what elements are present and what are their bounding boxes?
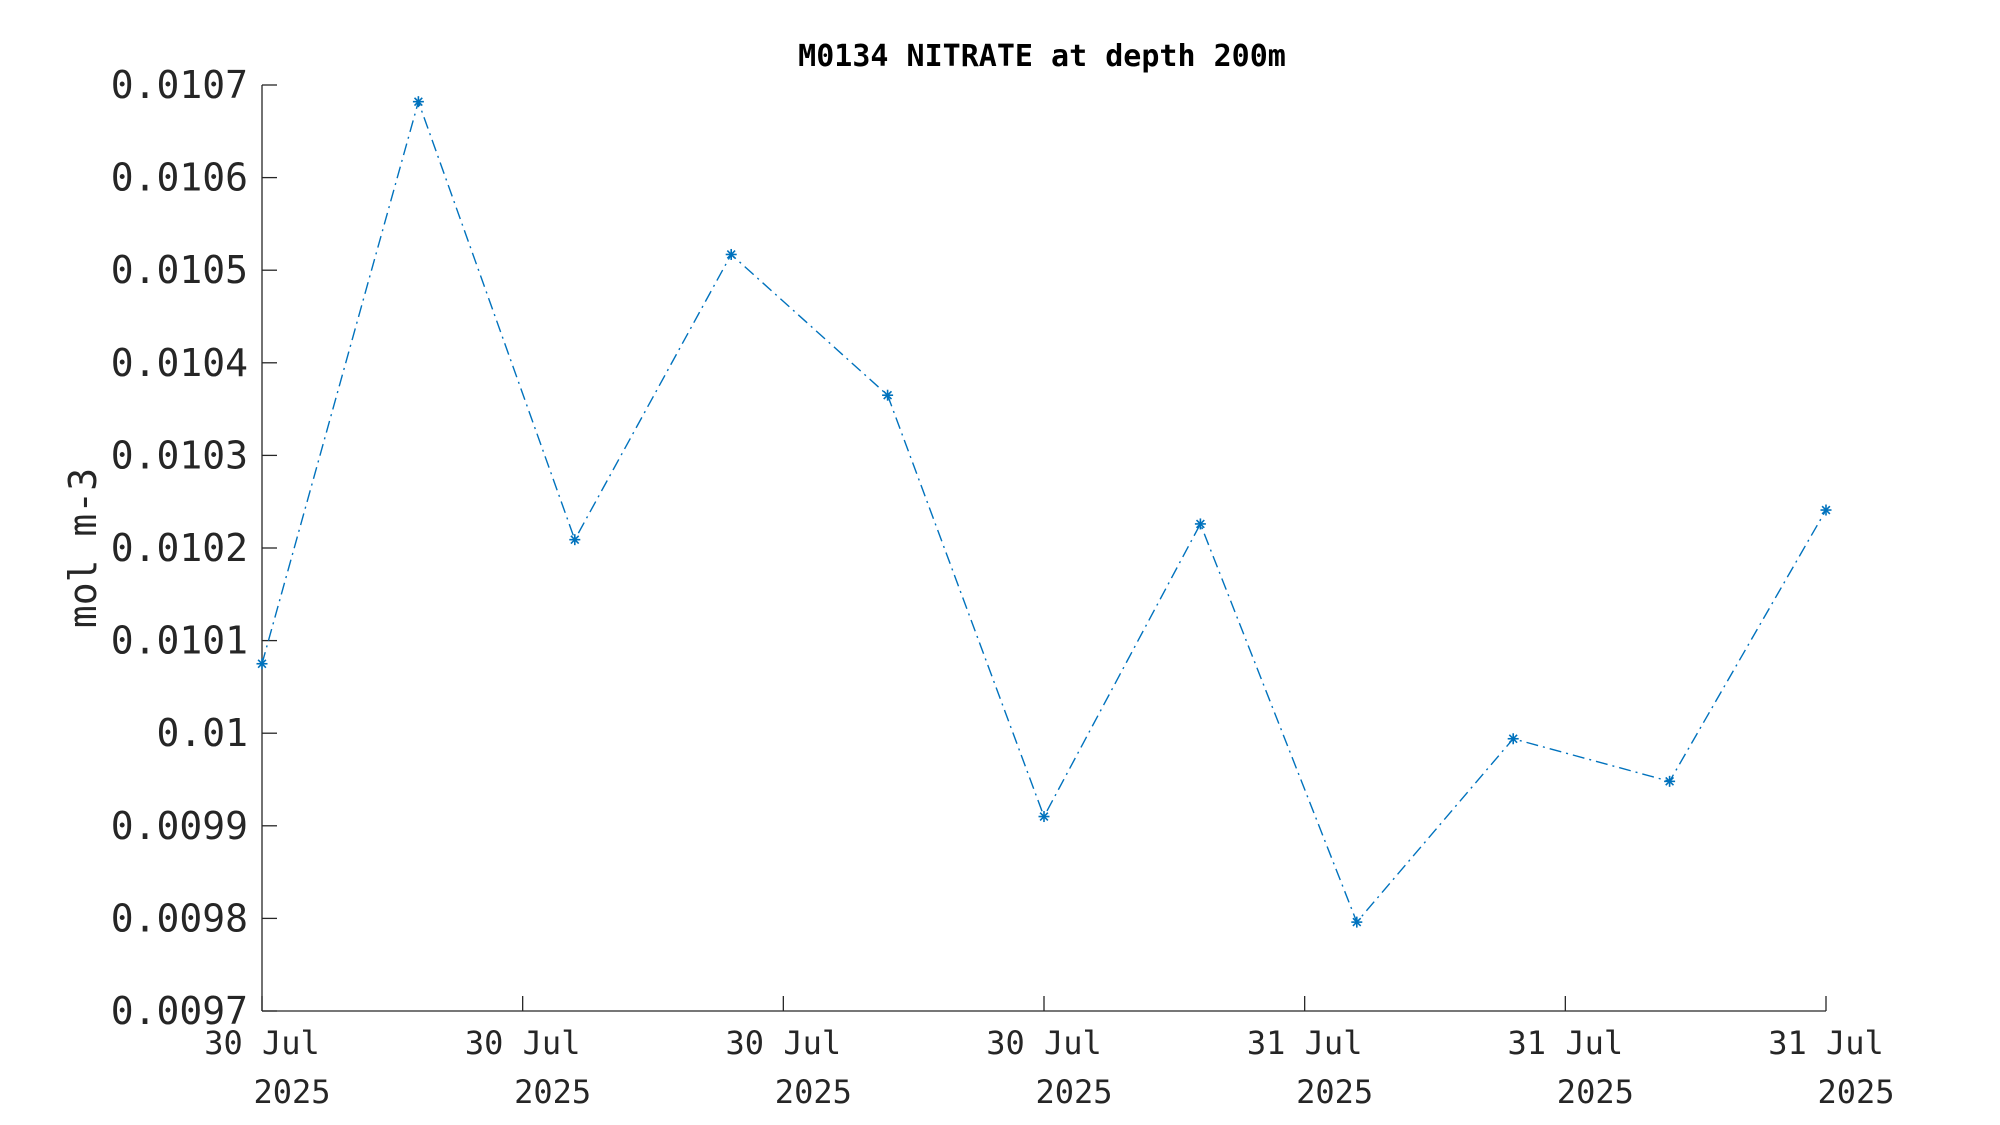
y-tick-label: 0.0101	[111, 619, 248, 663]
x-tick-label-year: 2025	[1557, 1073, 1634, 1111]
y-tick-label: 0.0104	[111, 341, 248, 385]
y-tick-label: 0.0102	[111, 526, 248, 570]
y-tick-label: 0.01	[156, 711, 248, 755]
x-tick-label-year: 2025	[1296, 1073, 1373, 1111]
x-tick-label-year: 2025	[253, 1073, 330, 1111]
x-tick-label-date: 31 Jul	[1247, 1024, 1363, 1062]
data-series	[256, 96, 1832, 928]
data-point-marker	[256, 658, 268, 670]
data-point-marker	[725, 248, 737, 260]
x-tick-label-date: 30 Jul	[986, 1024, 1102, 1062]
y-tick-label: 0.0097	[111, 989, 248, 1033]
y-tick-label: 0.0099	[111, 804, 248, 848]
x-tick-label-date: 30 Jul	[726, 1024, 842, 1062]
y-axis-label: mol m-3	[61, 468, 105, 628]
data-point-marker	[1820, 504, 1832, 516]
x-tick-label-date: 31 Jul	[1508, 1024, 1624, 1062]
chart-title: M0134 NITRATE at depth 200m	[798, 39, 1286, 74]
series-line	[261, 99, 1827, 924]
y-tick-label: 0.0103	[111, 433, 248, 477]
y-axis-ticks: 0.0097 0.0098 0.0099 0.01 0.0101 0.0102 0.0103…	[111, 63, 277, 1033]
data-point-marker	[1351, 916, 1363, 928]
y-tick-label: 0.0098	[111, 896, 248, 940]
x-axis-ticks: 30 Jul 2025 30 Jul 2025 30 Jul 2025 30 Jul 2025…	[204, 996, 1895, 1111]
x-tick-label-year: 2025	[514, 1073, 591, 1111]
x-tick-label-year: 2025	[1817, 1073, 1894, 1111]
x-tick-label-date: 31 Jul	[1768, 1024, 1884, 1062]
x-tick-label-date: 30 Jul	[465, 1024, 581, 1062]
y-tick-label: 0.0105	[111, 248, 248, 292]
x-tick-label-date: 30 Jul	[204, 1024, 320, 1062]
x-tick-label-year: 2025	[775, 1073, 852, 1111]
data-point-marker	[412, 96, 424, 108]
data-point-marker	[1038, 811, 1050, 823]
y-tick-label: 0.0106	[111, 156, 248, 200]
data-point-marker	[1507, 733, 1519, 745]
data-point-marker	[1664, 775, 1676, 787]
data-point-marker	[1194, 518, 1206, 530]
axes	[261, 85, 1826, 1012]
data-point-marker	[882, 389, 894, 401]
x-tick-label-year: 2025	[1035, 1073, 1112, 1111]
y-tick-label: 0.0107	[111, 63, 248, 107]
data-point-marker	[569, 534, 581, 546]
